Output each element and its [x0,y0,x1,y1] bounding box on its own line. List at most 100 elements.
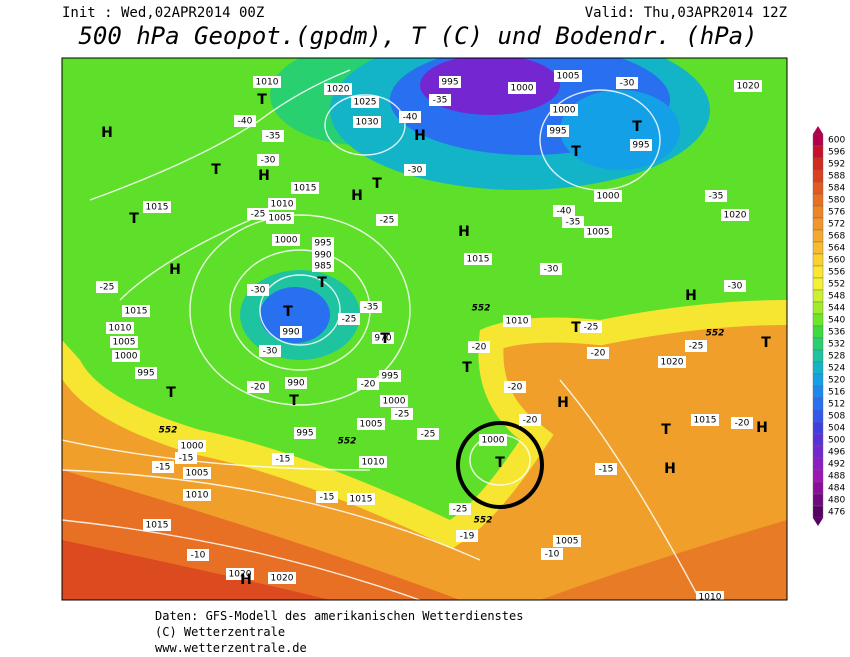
pressure-label-box [439,76,461,88]
pressure-label-box [357,418,385,430]
temperature-label-box [262,130,284,142]
pressure-label-box [183,467,211,479]
legend-swatch [812,157,824,171]
pressure-center: T [317,275,327,291]
temperature-label-box [580,321,602,333]
legend-label: 588 [828,172,845,182]
pressure-label: 1005 [269,214,292,224]
pressure-label: 1015 [125,307,148,317]
temperature-label: -20 [508,383,523,393]
pressure-label: 1005 [113,338,136,348]
legend-swatch [812,229,824,243]
pressure-center: H [685,288,697,304]
temperature-label-box [724,280,746,292]
pressure-label-box [183,489,211,501]
temperature-label-box [338,313,360,325]
isobars [62,69,701,600]
temperature-label-box [234,115,256,127]
footer-source: Daten: GFS-Modell des amerikanischen Wet… [155,609,523,623]
pressure-center: T [462,360,472,376]
pressure-label: 1015 [146,203,169,213]
height-label: 552 [472,304,491,314]
pressure-label-box [584,226,612,238]
pressure-center: T [211,162,221,178]
init-time: Init : Wed,02APR2014 00Z [62,5,264,21]
legend-label: 496 [828,448,845,458]
pressure-center: H [664,461,676,477]
pressure-center: H [258,168,270,184]
pressure-label-box [312,260,334,272]
pressure-center: T [495,455,505,471]
temperature-label: -40 [403,113,418,123]
temperature-label: -30 [261,156,276,166]
legend-arrow [813,126,823,134]
temperature-label: -30 [728,282,743,292]
legend-swatch [812,301,824,315]
pressure-center: T [283,304,293,320]
temperature-label-box [685,340,707,352]
temperature-label: -25 [453,505,468,515]
legend-label: 540 [828,316,845,326]
pressure-label-box [372,332,394,344]
pressure-label: 1010 [271,200,294,210]
pressure-center: H [101,125,113,141]
temperature-label-box [587,347,609,359]
legend-swatch [812,493,824,507]
pressure-label-box [178,440,206,452]
pressure-label: 995 [314,239,331,249]
pressure-label-box [268,198,296,210]
legend-label: 512 [828,400,845,410]
pressure-label: 1005 [556,537,579,547]
temperature-label-box [247,284,269,296]
legend-label: 492 [828,460,845,470]
pressure-label-box [253,76,281,88]
legend-label: 580 [828,196,845,206]
temperature-label-box [731,417,753,429]
pressure-label-box [272,234,300,246]
pressure-label: 1015 [294,184,317,194]
temperature-label-box [541,548,563,560]
temperature-label-box [540,263,562,275]
pressure-label: 1015 [694,416,717,426]
pressure-label: 1000 [383,397,406,407]
pressure-label: 1020 [661,358,684,368]
pressure-label: 1020 [737,82,760,92]
temperature-label: -25 [380,216,395,226]
pressure-label-box [353,116,381,128]
temperature-label: -25 [584,323,599,333]
legend-swatch [812,145,824,159]
legend-swatch [812,409,824,423]
pressure-center: T [372,176,382,192]
height-label: 552 [706,329,725,339]
legend-label: 596 [828,148,845,158]
legend-swatch [812,217,824,231]
temperature-label-box [468,341,490,353]
legend-arrow [813,518,823,526]
map-frame [61,57,788,601]
pressure-center: H [458,224,470,240]
pressure-label: 1005 [587,228,610,238]
pressure-center: T [129,211,139,227]
legend-swatch [812,349,824,363]
temperature-label: -40 [238,117,253,127]
legend-label: 532 [828,340,845,350]
temperature-label-box [519,414,541,426]
legend-label: 504 [828,424,845,434]
cold-area [420,58,560,115]
temperature-label-box [257,154,279,166]
temperature-label: -15 [599,465,614,475]
pressure-center: T [632,119,642,135]
pressure-label-box [594,190,622,202]
pressure-center: T [571,320,581,336]
pressure-label: 1005 [186,469,209,479]
pressure-label-box [550,104,578,116]
map-field: 1010 1020 1025 1030 995 1005 1000 1000 995 995 100… [62,58,787,600]
pressure-label-box [110,336,138,348]
pressure-label-box [112,350,140,362]
temperature-label: -20 [735,419,750,429]
pressure-label: 995 [549,127,566,137]
pressure-label: 995 [632,141,649,151]
pressure-label-box [226,568,254,580]
legend-swatch [812,253,824,267]
